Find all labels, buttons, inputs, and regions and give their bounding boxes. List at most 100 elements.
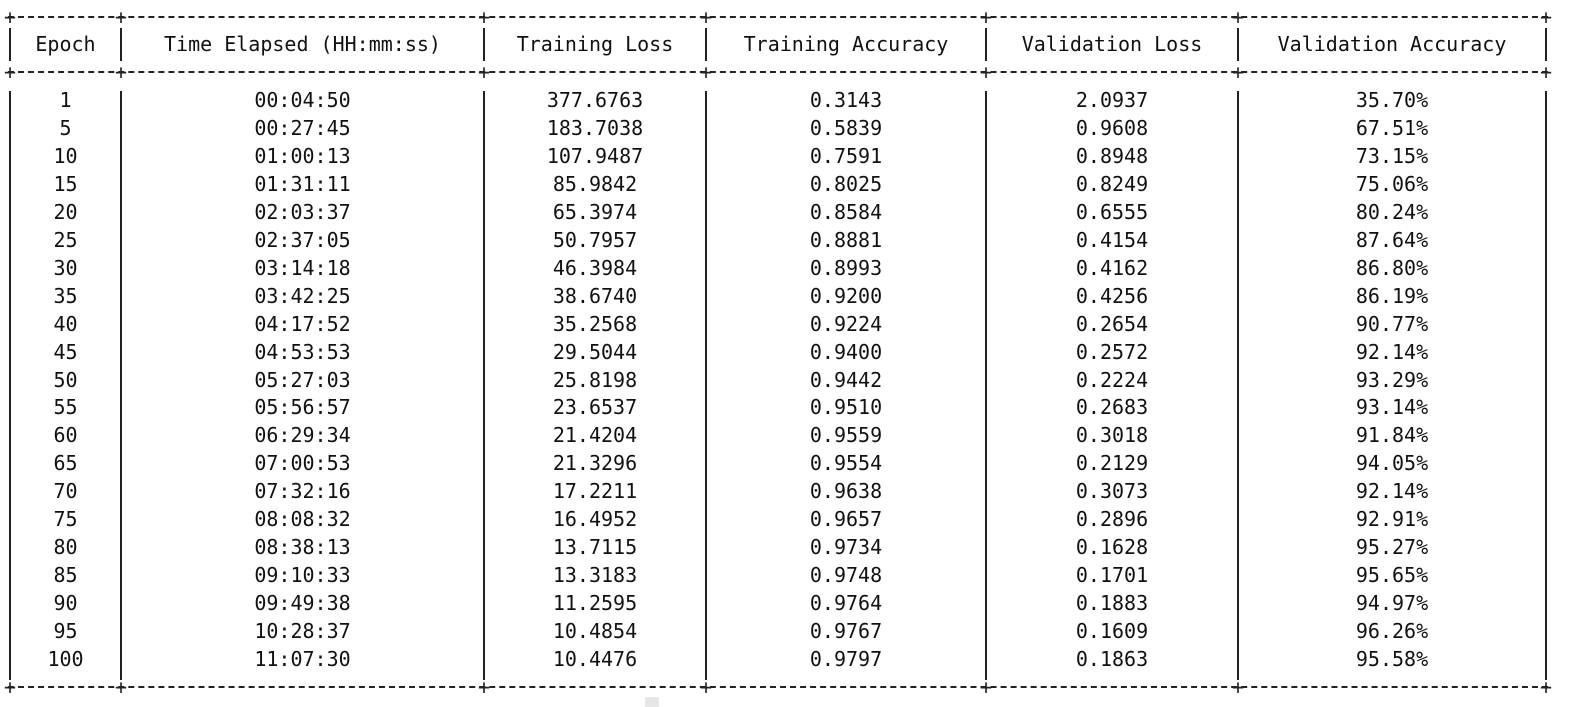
column-divider bbox=[1545, 91, 1547, 680]
column-divider bbox=[9, 28, 11, 61]
table-cell: 0.9224 bbox=[809, 311, 883, 336]
table-cell: 75.06% bbox=[1355, 171, 1429, 196]
table-cell: 67.51% bbox=[1355, 115, 1429, 140]
table-cell: 0.8025 bbox=[809, 171, 883, 196]
table-cell: 08:38:13 bbox=[254, 535, 351, 560]
rule-junction: + bbox=[114, 60, 128, 84]
table-cell: 95.65% bbox=[1355, 563, 1429, 588]
rule-junction: + bbox=[1539, 60, 1553, 84]
rule-junction: + bbox=[1231, 5, 1245, 29]
rule-junction: + bbox=[114, 5, 128, 29]
table-cell: 0.9200 bbox=[809, 283, 883, 308]
table-cell: 20 bbox=[53, 199, 78, 224]
table-cell: 1 bbox=[59, 88, 72, 112]
table-cell: 0.9608 bbox=[1075, 115, 1149, 140]
table-cell: 73.15% bbox=[1355, 143, 1429, 168]
table-cell: 0.1863 bbox=[1075, 647, 1149, 671]
rule-junction: + bbox=[699, 5, 713, 29]
table-cell: 11:07:30 bbox=[254, 647, 351, 671]
table-cell: 05:27:03 bbox=[254, 367, 351, 392]
rule-junction: + bbox=[979, 60, 993, 84]
table-cell: 17.2211 bbox=[552, 479, 638, 504]
table-cell: 0.2683 bbox=[1075, 395, 1149, 420]
table-cell: 0.8948 bbox=[1075, 143, 1149, 168]
column-divider bbox=[985, 91, 987, 680]
table-cell: 0.9748 bbox=[809, 563, 883, 588]
rule-junction: + bbox=[699, 60, 713, 84]
table-cell: 0.8249 bbox=[1075, 171, 1149, 196]
table-cell: 11.2595 bbox=[552, 591, 638, 616]
table-cell: 95 bbox=[53, 619, 78, 644]
column-header: Validation Accuracy bbox=[1277, 32, 1507, 56]
table-cell: 07:32:16 bbox=[254, 479, 351, 504]
table-cell: 0.9797 bbox=[809, 647, 883, 671]
column-divider bbox=[1237, 91, 1239, 680]
rule-junction: + bbox=[1539, 5, 1553, 29]
table-cell: 0.8584 bbox=[809, 199, 883, 224]
table-cell: 38.6740 bbox=[552, 283, 638, 308]
table-cell: 86.80% bbox=[1355, 255, 1429, 280]
table-cell: 0.9767 bbox=[809, 619, 883, 644]
terminal-cursor bbox=[645, 697, 659, 707]
table-cell: 0.9734 bbox=[809, 535, 883, 560]
table-cell: 0.3143 bbox=[809, 88, 883, 112]
table-cell: 2.0937 bbox=[1075, 88, 1149, 112]
rule-junction: + bbox=[699, 675, 713, 699]
column-divider bbox=[120, 91, 122, 680]
column-header: Training Loss bbox=[516, 32, 674, 56]
table-cell: 0.8993 bbox=[809, 255, 883, 280]
table-cell: 91.84% bbox=[1355, 423, 1429, 448]
table-cell: 0.3018 bbox=[1075, 423, 1149, 448]
table-cell: 107.9487 bbox=[546, 143, 644, 168]
table-cell: 87.64% bbox=[1355, 227, 1429, 252]
table-cell: 95.27% bbox=[1355, 535, 1429, 560]
table-cell: 92.91% bbox=[1355, 507, 1429, 532]
table-cell: 70 bbox=[53, 479, 78, 504]
table-cell: 13.7115 bbox=[552, 535, 638, 560]
table-cell: 80.24% bbox=[1355, 199, 1429, 224]
table-cell: 0.9554 bbox=[809, 451, 883, 476]
rule-junction: + bbox=[1539, 675, 1553, 699]
rule-junction: + bbox=[3, 5, 17, 29]
table-cell: 92.14% bbox=[1355, 479, 1429, 504]
column-divider bbox=[9, 91, 11, 680]
column-header: Training Accuracy bbox=[743, 32, 949, 56]
table-cell: 13.3183 bbox=[552, 563, 638, 588]
column-header: Time Elapsed (HH:mm:ss) bbox=[164, 32, 441, 56]
table-cell: 0.5839 bbox=[809, 115, 883, 140]
table-cell: 0.1609 bbox=[1075, 619, 1149, 644]
table-cell: 0.7591 bbox=[809, 143, 883, 168]
column-header: Epoch bbox=[35, 32, 96, 56]
rule-junction: + bbox=[477, 60, 491, 84]
table-cell: 80 bbox=[53, 535, 78, 560]
table-cell: 00:04:50 bbox=[254, 88, 351, 112]
column-divider bbox=[483, 91, 485, 680]
column-divider bbox=[705, 91, 707, 680]
table-cell: 02:03:37 bbox=[254, 199, 351, 224]
table-cell: 95.58% bbox=[1355, 647, 1429, 671]
table-cell: 75 bbox=[53, 507, 78, 532]
table-cell: 90.77% bbox=[1355, 311, 1429, 336]
table-cell: 04:53:53 bbox=[254, 339, 351, 364]
table-cell: 0.2896 bbox=[1075, 507, 1149, 532]
table-cell: 21.3296 bbox=[552, 451, 638, 476]
table-cell: 93.14% bbox=[1355, 395, 1429, 420]
table-cell: 0.4154 bbox=[1075, 227, 1149, 252]
table-cell: 09:10:33 bbox=[254, 563, 351, 588]
table-cell: 50.7957 bbox=[552, 227, 638, 252]
table-cell: 0.9442 bbox=[809, 367, 883, 392]
table-cell: 40 bbox=[53, 311, 78, 336]
table-cell: 08:08:32 bbox=[254, 507, 351, 532]
rule-junction: + bbox=[477, 675, 491, 699]
table-cell: 25 bbox=[53, 227, 78, 252]
table-cell: 03:14:18 bbox=[254, 255, 351, 280]
table-cell: 21.4204 bbox=[552, 423, 638, 448]
column-divider bbox=[705, 28, 707, 61]
table-cell: 86.19% bbox=[1355, 283, 1429, 308]
rule-junction: + bbox=[3, 60, 17, 84]
table-cell: 0.9638 bbox=[809, 479, 883, 504]
table-cell: 10:28:37 bbox=[254, 619, 351, 644]
column-divider bbox=[120, 28, 122, 61]
table-cell: 35.2568 bbox=[552, 311, 638, 336]
table-cell: 90 bbox=[53, 591, 78, 616]
